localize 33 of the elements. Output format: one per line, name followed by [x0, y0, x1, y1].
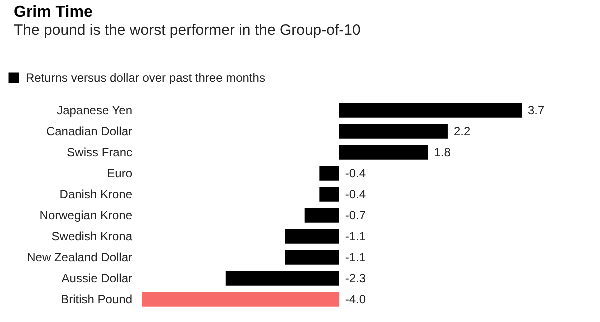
- y-tick-label: Swedish Krona: [52, 230, 133, 244]
- data-label: -1.1: [345, 250, 366, 264]
- y-tick-label: Norwegian Krone: [40, 208, 133, 222]
- bar: [285, 250, 340, 265]
- bar: [339, 145, 428, 160]
- bar: [320, 187, 340, 202]
- bar: [304, 208, 340, 223]
- bar: [226, 271, 340, 286]
- data-label: 1.8: [434, 146, 452, 160]
- y-tick-label: Japanese Yen: [57, 104, 132, 118]
- data-label: -2.3: [345, 272, 366, 286]
- bar: [339, 124, 448, 139]
- bar: [142, 292, 340, 307]
- data-label: 2.2: [454, 124, 471, 138]
- data-label: -4.0: [345, 292, 366, 306]
- y-tick-label: Aussie Dollar: [62, 272, 132, 286]
- y-tick-label: Swiss Franc: [67, 146, 132, 160]
- data-label: 3.7: [528, 104, 546, 118]
- data-label: -1.1: [345, 230, 366, 244]
- bar: [339, 103, 522, 118]
- data-label: -0.7: [345, 208, 366, 222]
- chart-title: Grim Time: [14, 4, 93, 21]
- legend-label: Returns versus dollar over past three months: [26, 71, 266, 85]
- data-label: -0.4: [345, 166, 366, 180]
- y-tick-label: British Pound: [61, 292, 132, 306]
- y-tick-label: Danish Krone: [60, 188, 133, 202]
- bar: [320, 166, 340, 181]
- chart-subtitle: The pound is the worst performer in the Group-of-10: [14, 22, 361, 39]
- y-tick-label: Euro: [107, 166, 133, 180]
- y-tick-label: New Zealand Dollar: [27, 250, 132, 264]
- bar: [285, 229, 340, 244]
- y-tick-label: Canadian Dollar: [46, 124, 132, 138]
- data-label: -0.4: [345, 188, 366, 202]
